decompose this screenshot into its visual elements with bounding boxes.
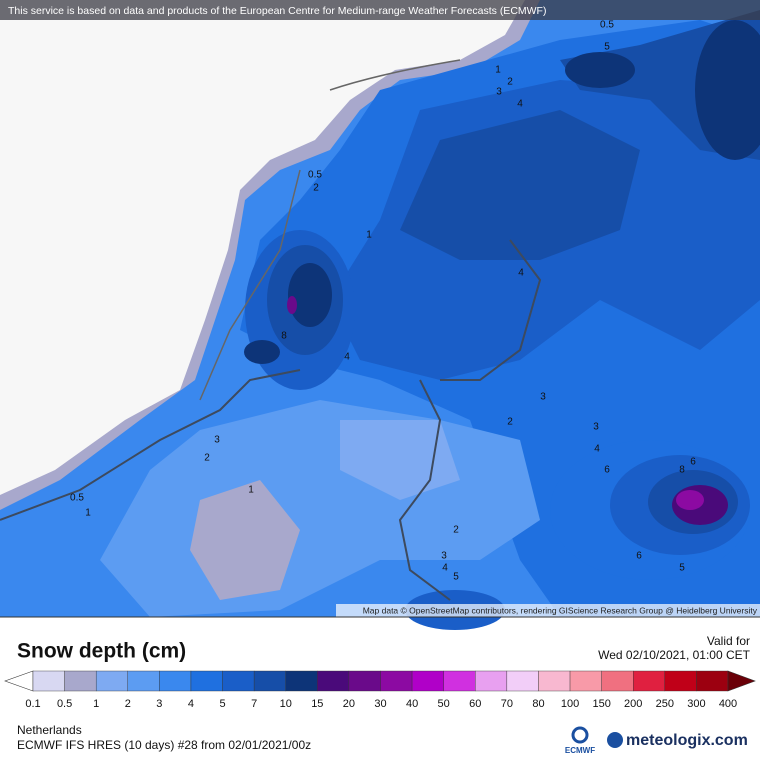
contour-label: 8	[281, 331, 287, 342]
contour-label: 3	[441, 551, 447, 562]
colorbar-swatch	[475, 670, 508, 692]
colorbar-label: 250	[656, 698, 674, 710]
colorbar-swatch	[601, 670, 634, 692]
contour-label: 3	[496, 87, 502, 98]
colorbar-label: 50	[438, 698, 450, 710]
colorbar-label: 30	[374, 698, 386, 710]
colorbar-label: 20	[343, 698, 355, 710]
colorbar-label: 1	[93, 698, 99, 710]
colorbar-label: 5	[219, 698, 225, 710]
valid-time: Wed 02/10/2021, 01:00 CET	[598, 648, 751, 662]
map-credit: Map data © OpenStreetMap contributors, r…	[363, 605, 758, 615]
region: Netherlands	[17, 723, 82, 737]
colorbar-swatch	[317, 670, 350, 692]
colorbar-swatch	[348, 670, 381, 692]
colorbar-label: 80	[532, 698, 544, 710]
map: 0.5 5 1 2 3 4 0.5 2 1 4 8 4 3 2 3 4 6 6 …	[0, 0, 760, 630]
ecmwf-logo: ECMWF	[565, 746, 595, 755]
contour-label: 1	[85, 508, 91, 519]
contour-label: 5	[679, 563, 685, 574]
colorbar-label: 40	[406, 698, 418, 710]
contour-label: 2	[204, 453, 210, 464]
contour-label: 2	[507, 417, 513, 428]
contour-label: 4	[344, 352, 350, 363]
contour-label: 3	[214, 435, 220, 446]
contour-label: 0.5	[70, 493, 84, 504]
colorbar-swatch	[159, 670, 192, 692]
colorbar-swatch	[506, 670, 539, 692]
colorbar-swatch	[222, 670, 255, 692]
contour-label: 4	[517, 99, 523, 110]
colorbar-label: 0.1	[25, 698, 40, 710]
colorbar-label: 400	[719, 698, 737, 710]
contour-label: 3	[540, 392, 546, 403]
colorbar-swatch	[285, 670, 318, 692]
contour-label: 1	[495, 65, 501, 76]
colorbar-under	[4, 670, 34, 692]
contour-labels: 0.5 5 1 2 3 4 0.5 2 1 4 8 4 3 2 3 4 6 6 …	[70, 20, 696, 583]
colorbar-label: 15	[311, 698, 323, 710]
contour-label: 8	[679, 465, 685, 476]
contour-label: 1	[248, 485, 254, 496]
contour-label: 5	[453, 572, 459, 583]
colorbar: 0.1 0.5 1 2 3 4 5 7 10 15 20 30 40 50 60 70 80 100 150 200 2…	[4, 670, 756, 710]
contour-label: 0.5	[600, 20, 614, 31]
colorbar-label: 150	[592, 698, 610, 710]
colorbar-label: 300	[687, 698, 705, 710]
contour-label: 2	[507, 77, 513, 88]
colorbar-swatch	[443, 670, 476, 692]
contour-label: 0.5	[308, 170, 322, 181]
contour-label: 5	[604, 42, 610, 53]
colorbar-swatch	[538, 670, 571, 692]
colorbar-swatch	[64, 670, 97, 692]
colorbar-swatch	[569, 670, 602, 692]
colorbar-swatch	[633, 670, 666, 692]
colorbar-swatch	[411, 670, 444, 692]
contour-label: 2	[313, 183, 319, 194]
contour-label: 6	[690, 457, 696, 468]
model-run: ECMWF IFS HRES (10 days) #28 from 02/01/…	[17, 738, 311, 752]
contour-label: 6	[604, 465, 610, 476]
contour-label: 4	[442, 563, 448, 574]
colorbar-swatch	[95, 670, 128, 692]
colorbar-label: 200	[624, 698, 642, 710]
contour-label: 2	[453, 525, 459, 536]
colorbar-swatch	[190, 670, 223, 692]
colorbar-label: 4	[188, 698, 194, 710]
colorbar-swatch	[127, 670, 160, 692]
colorbar-swatch	[380, 670, 413, 692]
colorbar-label: 0.5	[57, 698, 72, 710]
colorbar-swatch	[664, 670, 697, 692]
contour-label: 4	[594, 444, 600, 455]
meteologix-logo: meteologix.com	[626, 732, 748, 749]
contour-label: 6	[636, 551, 642, 562]
contour-label: 1	[366, 230, 372, 241]
colorbar-swatch	[696, 670, 729, 692]
legend-title: Snow depth (cm)	[17, 640, 186, 663]
attribution: This service is based on data and produc…	[8, 5, 546, 17]
colorbar-label: 60	[469, 698, 481, 710]
colorbar-label: 2	[125, 698, 131, 710]
colorbar-label: 70	[501, 698, 513, 710]
contour-label: 3	[593, 422, 599, 433]
colorbar-swatch	[253, 670, 286, 692]
contour-label: 4	[518, 268, 524, 279]
valid-label: Valid for	[707, 634, 750, 648]
colorbar-label: 3	[156, 698, 162, 710]
colorbar-label: 10	[280, 698, 292, 710]
colorbar-over	[727, 670, 756, 692]
colorbar-label: 100	[561, 698, 579, 710]
colorbar-swatch	[32, 670, 65, 692]
colorbar-label: 7	[251, 698, 257, 710]
